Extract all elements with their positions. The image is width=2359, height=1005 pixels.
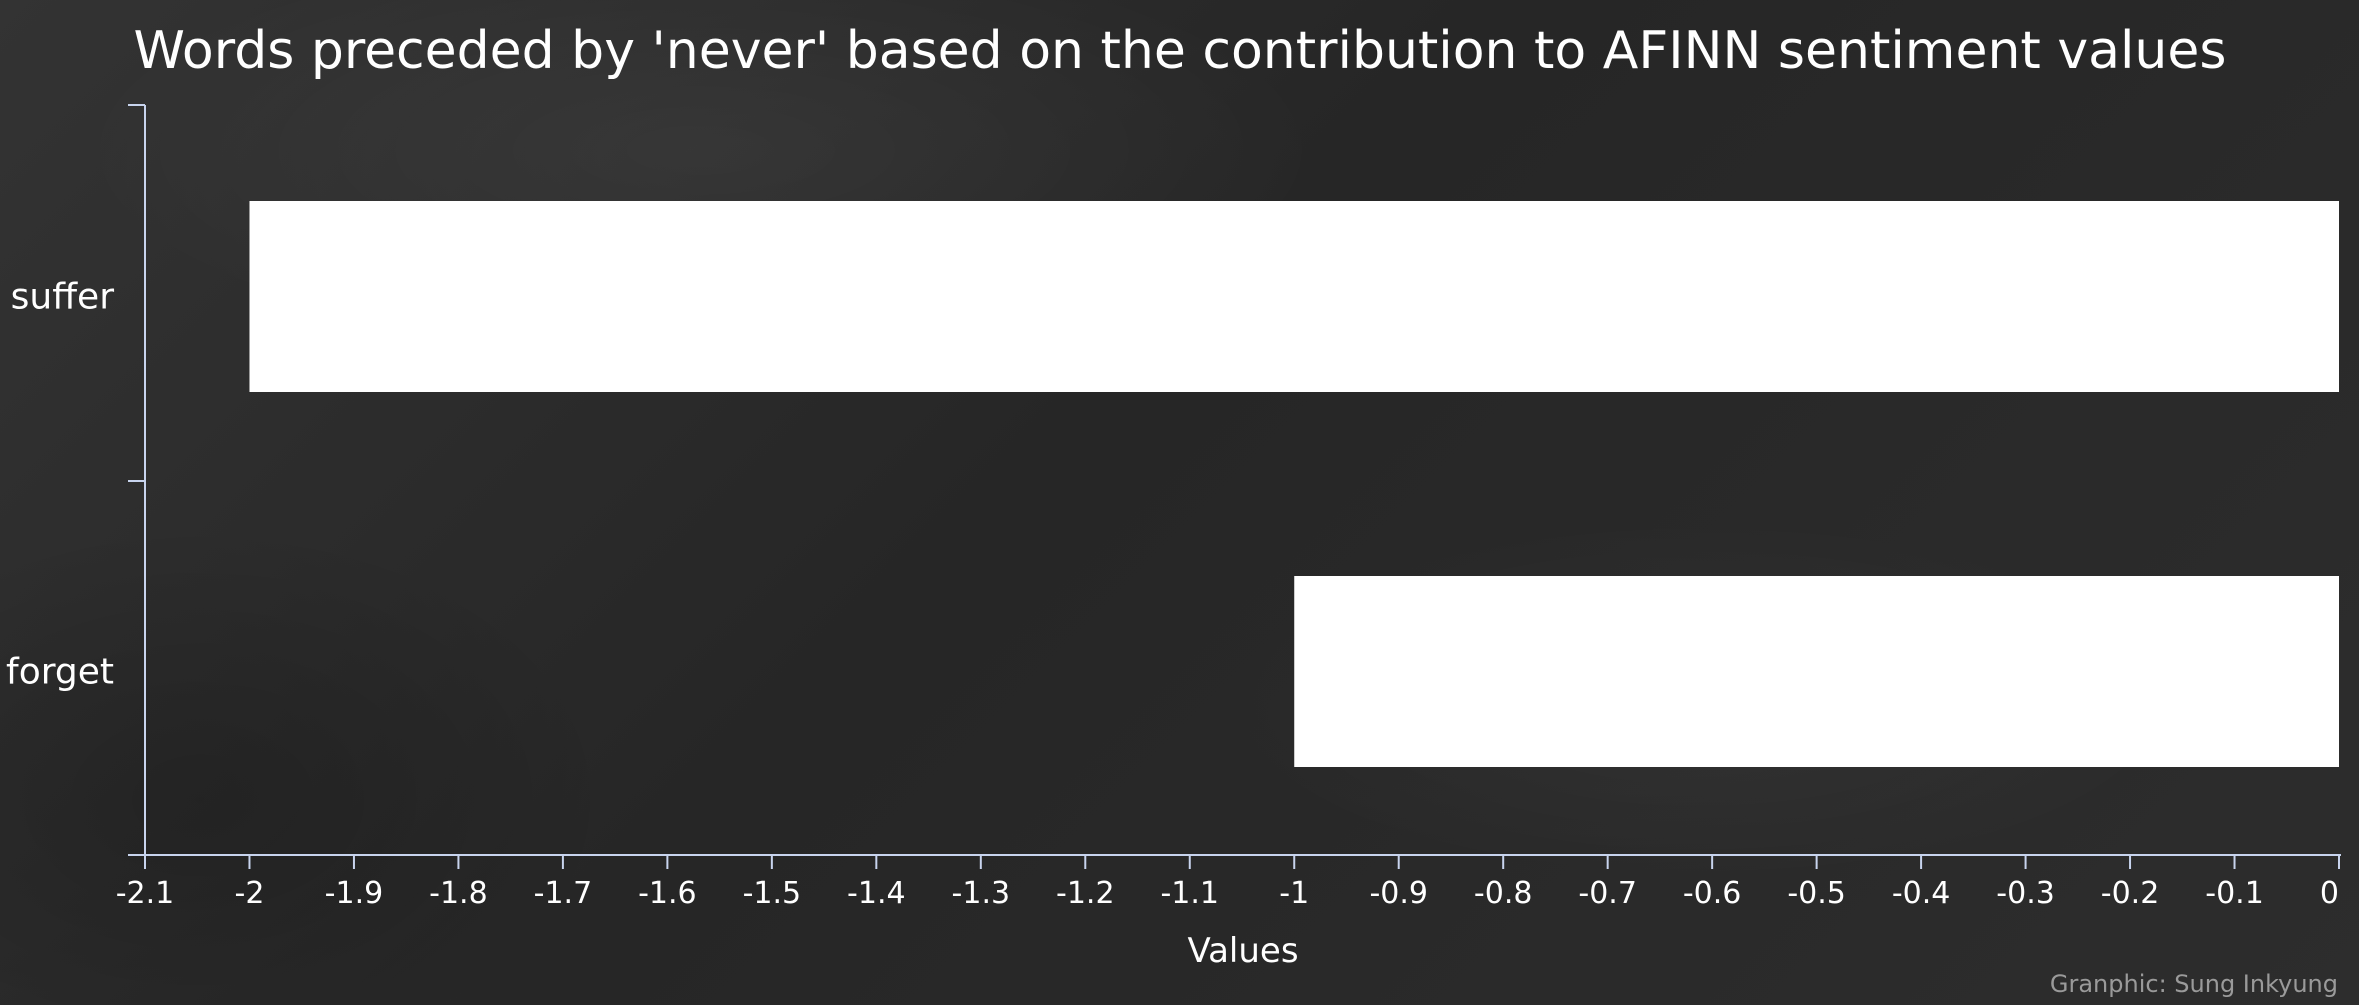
x-tick-label: -1.5 (743, 876, 802, 911)
category-label-forget: forget (6, 652, 114, 693)
x-tick-label: 0 (2320, 876, 2339, 911)
x-tick-label: -1.2 (1056, 876, 1115, 911)
x-tick-label: -0.7 (1578, 876, 1637, 911)
x-tick-label: -0.9 (1369, 876, 1428, 911)
x-tick-label: -0.6 (1683, 876, 1742, 911)
category-labels-group: suffer forget (6, 277, 114, 693)
x-ticks-group: -2.1 -2 -1.9 -1.8 -1.7 -1.6 -1.5 -1.4 -1.3 -1.2 -1… (116, 855, 2340, 911)
x-tick-label: -0.5 (1787, 876, 1846, 911)
category-label-suffer: suffer (11, 277, 115, 318)
x-tick-label: -0.4 (1892, 876, 1951, 911)
graphic-credit: Granphic: Sung Inkyung (2050, 970, 2338, 998)
x-tick-label: -2 (235, 876, 265, 911)
x-tick-label: -0.1 (2205, 876, 2264, 911)
x-tick-label: -2.1 (116, 876, 175, 911)
x-tick-label: -1.1 (1160, 876, 1219, 911)
x-tick-label: -1.7 (534, 876, 593, 911)
x-tick-label: -1.9 (325, 876, 384, 911)
x-tick-label: -0.8 (1474, 876, 1533, 911)
x-axis-title: Values (1187, 931, 1298, 971)
x-tick-label: -1.6 (638, 876, 697, 911)
x-tick-label: -1.4 (847, 876, 906, 911)
bars-group (249, 201, 2340, 767)
x-tick-label: -1.8 (429, 876, 488, 911)
x-tick-label: -1.3 (952, 876, 1011, 911)
chart-title: Words preceded by 'never' based on the c… (134, 21, 2227, 81)
x-tick-label: -1 (1279, 876, 1309, 911)
x-tick-label: -0.3 (1996, 876, 2055, 911)
bar-suffer (249, 201, 2340, 392)
bar-forget (1294, 576, 2339, 767)
x-tick-label: -0.2 (2101, 876, 2160, 911)
